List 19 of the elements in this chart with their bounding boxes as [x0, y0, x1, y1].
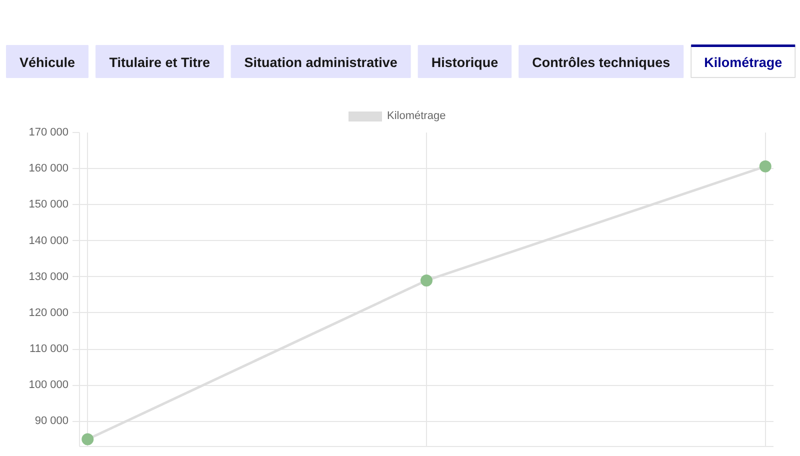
text: Contrôles techniques — [532, 55, 670, 70]
y-tick-label: 160 000 — [28, 162, 69, 175]
point — [759, 160, 772, 172]
y-tick-label: 110 000 — [30, 343, 69, 356]
text: Historique — [431, 55, 499, 70]
text: Véhicule — [20, 55, 76, 70]
y-tick-label: 170 000 — [28, 126, 69, 138]
y-tick-label: 140 000 — [28, 234, 69, 247]
y-tick-label: 130 000 — [28, 270, 69, 283]
legend-label: Kilométrage — [387, 110, 446, 122]
y-tick-label: 100 000 — [28, 379, 69, 392]
y-tick-label: 90 000 — [34, 415, 69, 428]
text: Kilométrage — [704, 55, 783, 70]
y-tick-label: 120 000 — [28, 306, 69, 319]
y-tick-label: 150 000 — [28, 198, 69, 211]
point — [420, 274, 432, 286]
point — [82, 433, 94, 446]
text: Titulaire et Titre — [109, 55, 211, 70]
text: Situation administrative — [244, 55, 398, 70]
